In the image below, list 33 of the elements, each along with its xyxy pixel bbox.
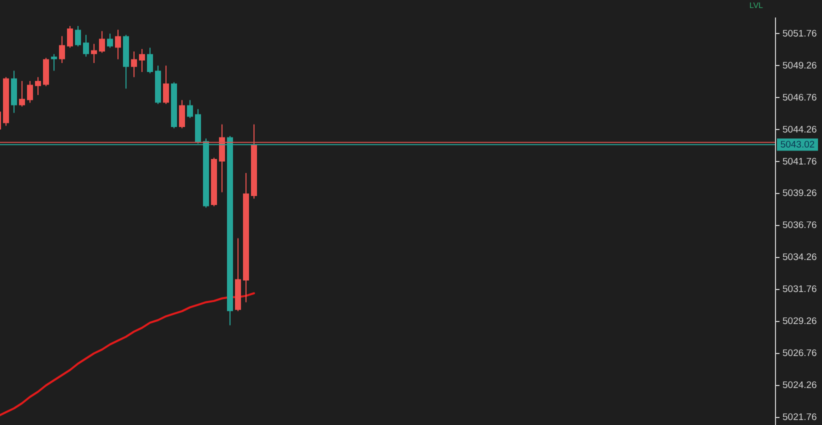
candlestick	[147, 47, 153, 74]
y-tick-label: 5041.76	[782, 156, 817, 168]
candlestick	[99, 30, 105, 54]
candlestick	[19, 80, 25, 108]
candlestick	[163, 65, 169, 104]
y-tick-label: 5036.76	[782, 220, 817, 232]
y-tick-label: 5024.26	[782, 380, 817, 392]
candlestick	[59, 36, 65, 64]
candlestick	[107, 33, 113, 48]
y-tick-label: 5046.76	[782, 92, 817, 104]
candlestick	[187, 100, 193, 119]
y-tick-label: 5044.26	[782, 124, 817, 136]
y-tick-label: 5034.26	[782, 252, 817, 264]
candlestick	[35, 76, 41, 96]
candlestick	[91, 43, 97, 64]
candlestick	[179, 100, 185, 129]
candlestick	[83, 34, 89, 58]
y-tick-label: 5031.76	[782, 284, 817, 296]
candlestick	[67, 25, 73, 48]
candlestick	[51, 54, 57, 72]
y-tick-label: 5021.76	[782, 412, 817, 424]
candlestick	[75, 25, 81, 47]
y-tick-label: 5026.76	[782, 348, 817, 360]
text: LVL	[749, 1, 764, 10]
y-tick-label: 5051.76	[782, 28, 817, 40]
ref-line-label: 5043.02	[780, 140, 815, 151]
candlestick	[139, 48, 145, 72]
candlestick	[27, 80, 33, 104]
candlestick	[115, 29, 121, 60]
y-tick-label: 5039.26	[782, 188, 817, 200]
candlestick	[131, 51, 137, 78]
y-tick-label: 5049.26	[782, 60, 817, 72]
y-tick-label: 5029.26	[782, 316, 817, 328]
